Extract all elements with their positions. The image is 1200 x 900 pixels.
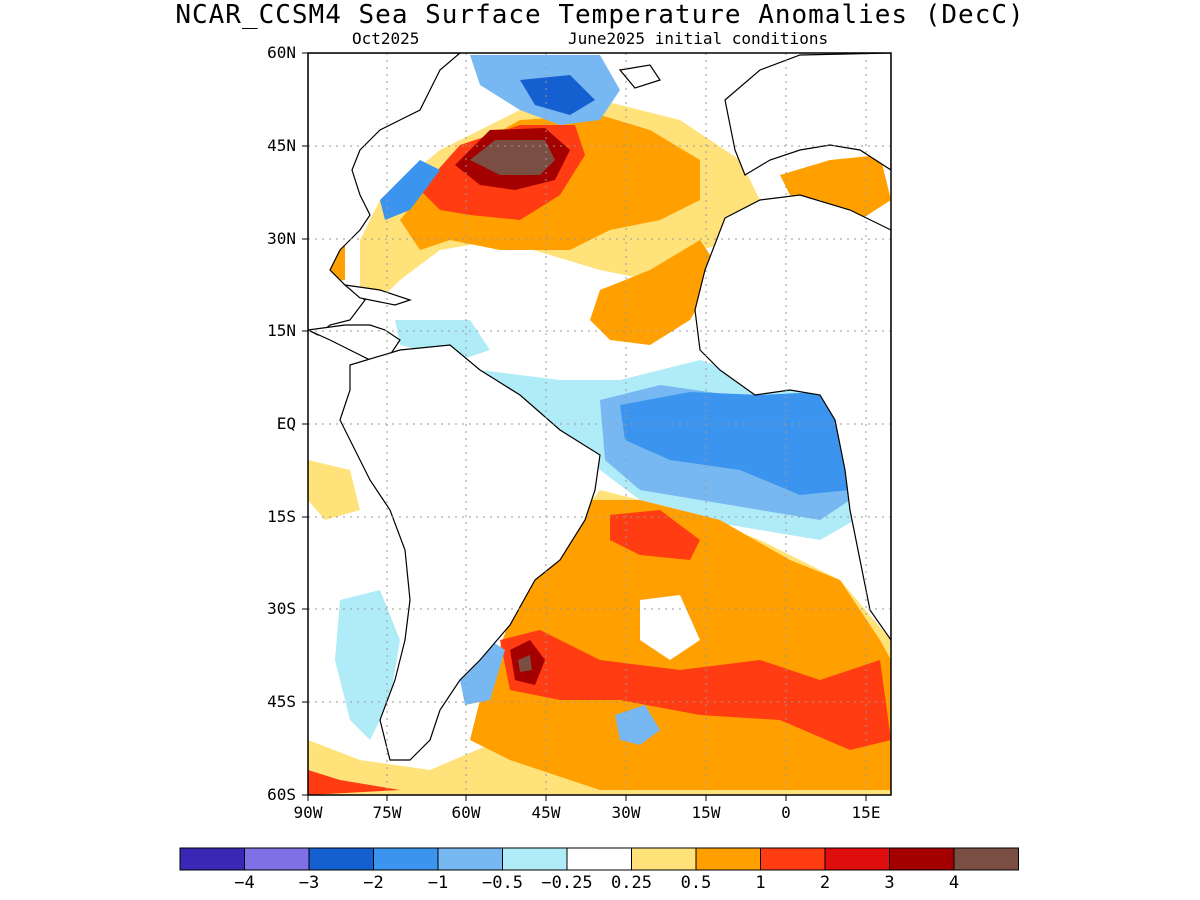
lon-label-45w: 45W bbox=[531, 803, 561, 822]
lat-label-60n: 60N bbox=[267, 43, 296, 62]
axis-ticks bbox=[302, 52, 867, 801]
north-america-land bbox=[308, 53, 461, 336]
southern-red-band bbox=[308, 770, 400, 795]
lon-label-15w: 15W bbox=[691, 803, 721, 822]
colorbar-swatch bbox=[889, 847, 955, 871]
labrador-sea-cold-core bbox=[520, 75, 595, 115]
lat-label-45n: 45N bbox=[267, 136, 296, 155]
lat-label-30s: 30S bbox=[267, 599, 296, 618]
colorbar-tick-label: 4 bbox=[948, 873, 960, 893]
canary-warm-region bbox=[590, 240, 720, 345]
colorbar-tick-label: 0.25 bbox=[611, 873, 652, 893]
south-atlantic-southern-cold bbox=[615, 705, 660, 745]
land-masses bbox=[308, 53, 891, 761]
colorbar-tick-label: −3 bbox=[298, 873, 320, 893]
colorbar-swatch bbox=[824, 847, 890, 871]
colorbar-swatch bbox=[760, 847, 826, 871]
colorbar-swatch bbox=[373, 847, 439, 871]
mediterranean-warm-region bbox=[780, 155, 891, 220]
lon-label-60w: 60W bbox=[451, 803, 481, 822]
africa-land bbox=[694, 194, 891, 642]
colorbar-tick-label: −0.25 bbox=[541, 873, 593, 893]
colorbar-tick-label: −0.5 bbox=[482, 873, 523, 893]
lon-label-0: 0 bbox=[781, 803, 791, 822]
south-atlantic-cool-patch bbox=[640, 595, 700, 660]
lat-label-15s: 15S bbox=[267, 507, 296, 526]
colorbar-swatch bbox=[695, 847, 761, 871]
colorbar-swatch bbox=[502, 847, 568, 871]
rio-de-la-plata-core bbox=[518, 655, 532, 672]
lon-label-15e: 15E bbox=[851, 803, 881, 822]
colorbar-swatch bbox=[179, 847, 245, 871]
se-pacific-warm-patch bbox=[308, 460, 360, 520]
lon-label-30w: 30W bbox=[611, 803, 641, 822]
europe-land bbox=[724, 53, 891, 176]
colorbar-swatch bbox=[953, 847, 1019, 871]
anomaly-field bbox=[308, 53, 891, 795]
lat-label-60s: 60S bbox=[267, 785, 296, 804]
lat-label-45s: 45S bbox=[267, 692, 296, 711]
lat-label-30n: 30N bbox=[267, 229, 296, 248]
map-title: NCAR_CCSM4 Sea Surface Temperature Anoma… bbox=[175, 0, 1025, 30]
colorbar bbox=[179, 847, 1019, 871]
colorbar-swatch bbox=[631, 847, 697, 871]
central-america-land bbox=[308, 324, 401, 361]
south-america-land bbox=[339, 344, 601, 761]
nw-atlantic-extreme-region bbox=[470, 140, 555, 175]
colorbar-swatch bbox=[244, 847, 310, 871]
brazil-shelf-cold bbox=[460, 640, 505, 705]
colorbar-tick-label: 1 bbox=[755, 873, 766, 893]
iceland-land bbox=[618, 64, 661, 89]
south-atlantic-red-north bbox=[610, 510, 700, 560]
lat-label-15n: 15N bbox=[267, 321, 296, 340]
cuba-island bbox=[343, 284, 412, 306]
colorbar-swatch bbox=[437, 847, 503, 871]
forecast-month-label: Oct2025 bbox=[352, 29, 420, 48]
colorbar-tick-label: 0.5 bbox=[680, 873, 712, 893]
lat-label-eq: EQ bbox=[276, 414, 296, 433]
caribbean-cold-region bbox=[395, 320, 490, 360]
initial-conditions-label: June2025 initial conditions bbox=[568, 29, 829, 48]
gulf-stream-cold-strip bbox=[380, 160, 440, 220]
gulf-of-guinea-cold-core bbox=[620, 392, 850, 495]
colorbar-tick-label: −2 bbox=[363, 873, 384, 893]
grid-lines bbox=[308, 53, 891, 795]
colorbar-tick-label: −4 bbox=[234, 873, 255, 893]
colorbar-swatch bbox=[308, 847, 374, 871]
colorbar-tick-label: 3 bbox=[884, 873, 895, 893]
lon-label-90w: 90W bbox=[293, 803, 323, 822]
colorbar-tick-label: −1 bbox=[427, 873, 449, 893]
colorbar-tick-label: 2 bbox=[819, 873, 831, 893]
lon-label-75w: 75W bbox=[372, 803, 402, 822]
colorbar-swatch bbox=[566, 847, 632, 871]
south-atlantic-red-band bbox=[500, 630, 891, 750]
